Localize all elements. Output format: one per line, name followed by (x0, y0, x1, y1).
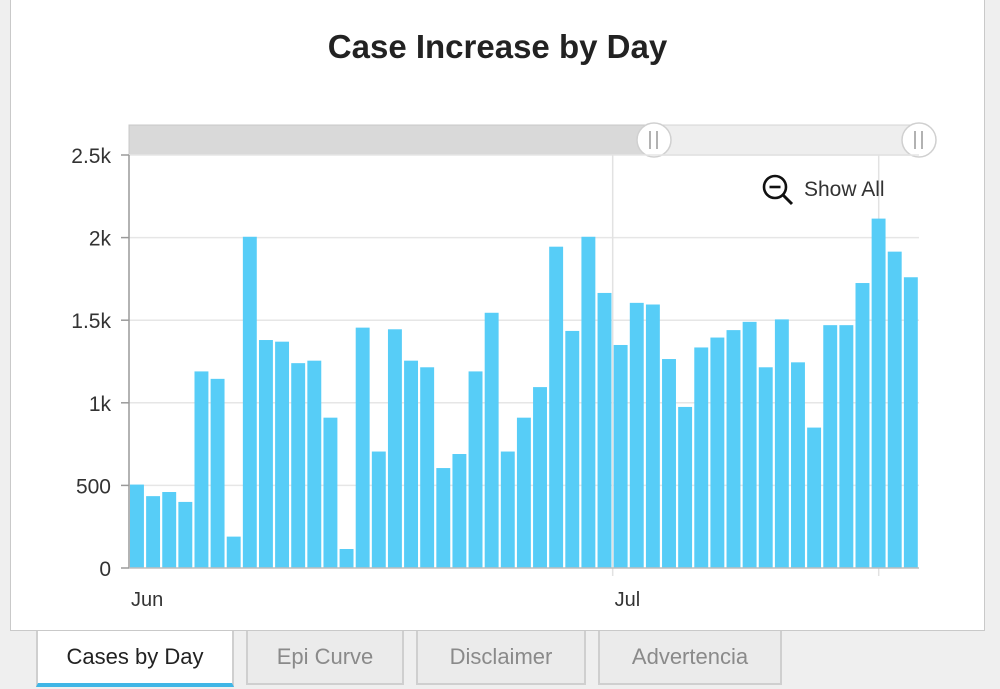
bar[interactable] (468, 371, 483, 568)
bar[interactable] (807, 427, 822, 568)
bar[interactable] (516, 417, 531, 568)
y-axis: 0 500 1k 1.5k 2k 2.5k (71, 145, 130, 581)
bar[interactable] (387, 329, 402, 568)
bar[interactable] (226, 536, 241, 568)
tab-label: Advertencia (631, 644, 749, 669)
tab-label: Epi Curve (276, 644, 374, 669)
bar[interactable] (130, 484, 144, 568)
bar[interactable] (323, 417, 338, 568)
bar[interactable] (307, 360, 322, 568)
bar[interactable] (774, 319, 789, 568)
bar[interactable] (791, 362, 805, 568)
chart-title: Case Increase by Day (327, 28, 668, 65)
bar[interactable] (258, 340, 273, 568)
bar[interactable] (597, 292, 612, 568)
bar[interactable] (404, 360, 419, 568)
bars (130, 218, 918, 569)
zoom-out-icon (762, 174, 794, 206)
show-all-button[interactable]: Show All (760, 172, 885, 208)
bar[interactable] (194, 371, 209, 568)
tab-cases-by-day[interactable]: Cases by Day (36, 631, 234, 687)
bar[interactable] (162, 492, 177, 568)
bar[interactable] (694, 347, 709, 568)
bar[interactable] (355, 327, 370, 568)
bar[interactable] (758, 367, 773, 568)
bar[interactable] (887, 251, 902, 568)
bar[interactable] (645, 304, 660, 568)
bar[interactable] (581, 236, 596, 569)
x-tick-label: Jul (615, 589, 641, 611)
bar[interactable] (662, 359, 676, 568)
y-tick-label: 500 (76, 475, 111, 498)
x-axis: Jun Jul (129, 567, 919, 611)
y-tick-label: 1.5k (71, 310, 111, 333)
bar[interactable] (242, 236, 257, 569)
bar[interactable] (146, 496, 161, 568)
bar[interactable] (549, 246, 564, 568)
y-tick-label: 0 (99, 558, 111, 581)
x-tick-label: Jun (131, 589, 163, 611)
range-slider[interactable] (128, 122, 937, 158)
slider-unselected-range (128, 124, 655, 156)
tab-disclaimer[interactable]: Disclaimer (416, 631, 586, 685)
bar[interactable] (613, 344, 628, 568)
bar[interactable] (452, 454, 467, 568)
bar[interactable] (678, 406, 693, 568)
bar[interactable] (710, 337, 725, 568)
bar[interactable] (855, 283, 870, 568)
y-tick-label: 1k (89, 393, 112, 416)
bar[interactable] (178, 501, 193, 568)
bar[interactable] (839, 325, 854, 568)
bar[interactable] (823, 325, 838, 568)
tab-label: Cases by Day (66, 644, 204, 669)
tab-label: Disclaimer (449, 644, 553, 669)
bar[interactable] (420, 367, 435, 568)
tab-advertencia[interactable]: Advertencia (598, 631, 782, 685)
y-tick-label: 2.5k (71, 145, 111, 168)
bar[interactable] (742, 321, 757, 568)
bar[interactable] (291, 363, 306, 568)
slider-handle-right[interactable] (901, 122, 937, 158)
bar[interactable] (533, 387, 547, 568)
tab-bar: Cases by Day Epi Curve Disclaimer Advert… (36, 631, 794, 689)
bar[interactable] (275, 341, 290, 568)
bar[interactable] (726, 330, 741, 568)
tab-epi-curve[interactable]: Epi Curve (246, 631, 404, 685)
bar[interactable] (484, 312, 499, 568)
bar[interactable] (339, 549, 354, 568)
slider-handle-left[interactable] (636, 122, 672, 158)
bar[interactable] (629, 302, 644, 568)
bar[interactable] (371, 451, 386, 568)
bar[interactable] (436, 468, 451, 568)
y-tick-label: 2k (89, 228, 112, 251)
bar[interactable] (903, 277, 918, 568)
bar[interactable] (500, 451, 515, 568)
bar[interactable] (210, 378, 225, 568)
bar-chart: 0 500 1k 1.5k 2k 2.5k Jun Jul (71, 122, 937, 611)
bar[interactable] (871, 218, 886, 569)
bar[interactable] (565, 330, 580, 568)
show-all-label: Show All (804, 178, 885, 201)
